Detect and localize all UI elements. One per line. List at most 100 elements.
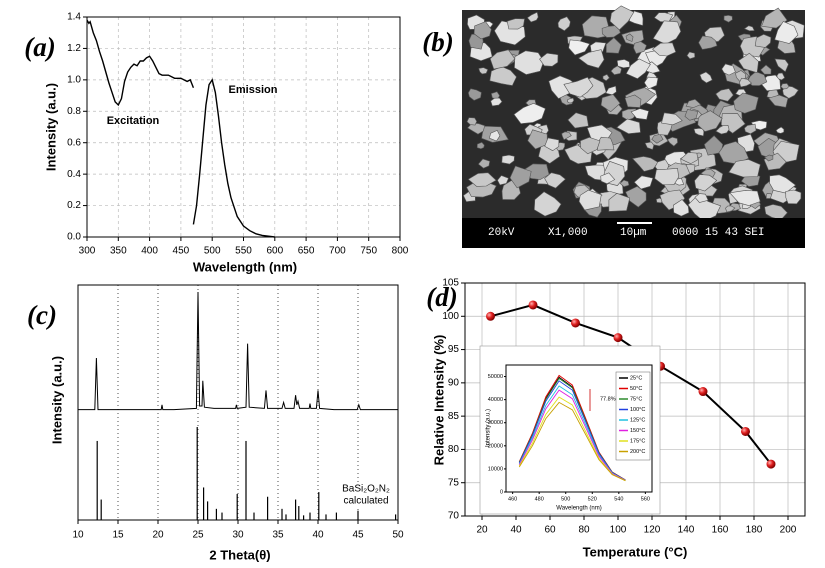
particle [509,165,532,189]
y-tick-label: 90 [448,377,460,388]
x-tick-label: 400 [141,246,158,257]
panel-label: (a) [24,32,55,62]
x-tick-label: 25 [192,530,204,541]
data-point [528,300,538,310]
plot-frame [77,284,399,521]
particle [533,191,562,217]
particle [467,88,482,101]
y-axis-label: Intensity (a.u.) [486,409,492,447]
particle [667,136,678,147]
legend-label: 175°C [630,438,645,444]
series-line [518,401,626,482]
x-tick-label: 540 [614,496,623,502]
plot-frame [86,16,401,238]
legend-label: 75°C [630,396,642,402]
legend-label: 200°C [630,449,645,455]
particle [478,67,489,75]
particle [597,136,615,151]
particle [652,20,682,45]
particle [600,94,621,113]
series-line [518,396,626,482]
x-tick-label: 20 [476,525,488,536]
particle [506,18,525,30]
particle [697,110,723,132]
particle [744,123,757,135]
plot-frame [464,282,806,517]
particle [718,141,749,165]
particle [723,14,733,23]
particle [578,49,605,69]
particle [661,112,683,126]
legend-label: 25°C [630,375,642,381]
x-tick-label: 200 [780,525,797,536]
particle [567,112,589,129]
y-tick-label: 80 [448,444,460,455]
x-tick-label: 450 [173,246,190,257]
x-tick-label: 750 [360,246,377,257]
annotation-bg [336,483,396,495]
data-point [613,333,623,343]
panel-label: (c) [27,300,57,330]
particle [698,35,718,50]
particle [513,102,546,125]
particle [497,175,509,186]
series-line [192,78,275,238]
y-tick-label: 0.8 [67,106,81,117]
x-tick-label: 40 [312,530,324,541]
particle [490,97,503,107]
y-tick-label: 30000 [488,420,503,426]
x-tick-label: 500 [561,496,570,502]
y-tick-label: 95 [448,344,460,355]
annotation: calculated [343,496,388,507]
particle [526,11,539,23]
particle [630,108,650,120]
plot-frame [505,364,653,493]
particle [608,193,631,212]
x-tick-label: 500 [204,246,221,257]
particle [721,63,736,76]
particle [548,75,580,99]
particle [501,154,515,165]
sem-caption: 20kV [488,227,515,239]
x-tick-label: 80 [578,525,590,536]
x-tick-label: 650 [298,246,315,257]
particle [619,179,630,188]
x-tick-label: 350 [110,246,127,257]
particle [633,41,647,54]
y-tick-label: 1.0 [67,74,81,85]
particle [768,94,789,108]
y-tick-label: 100 [442,311,459,322]
particle [616,118,641,135]
particle [780,83,790,90]
particle [775,126,785,134]
x-tick-label: 600 [266,246,283,257]
particle [728,159,761,178]
legend-box [615,371,651,461]
x-tick-label: 100 [610,525,627,536]
particle [466,117,478,126]
particle [764,204,788,221]
y-axis-label: Relative Intensity (%) [431,335,446,466]
particle [672,199,690,217]
x-tick-label: 20 [152,530,164,541]
particle [609,5,635,31]
particle [694,174,718,192]
y-tick-label: 0.2 [67,200,81,211]
y-tick-label: 0.0 [67,232,81,243]
particle [467,172,497,187]
particle [644,141,655,150]
annotation-bg [336,495,396,507]
particle [774,58,789,73]
x-tick-label: 520 [588,496,597,502]
particle [694,193,709,203]
particle [774,21,799,44]
particle [685,98,702,108]
x-tick-label: 40 [510,525,522,536]
particle [785,189,802,205]
x-tick-label: 700 [329,246,346,257]
series-label: Emission [229,84,278,96]
particle [473,21,492,40]
particle [580,136,601,155]
particle [764,154,774,162]
